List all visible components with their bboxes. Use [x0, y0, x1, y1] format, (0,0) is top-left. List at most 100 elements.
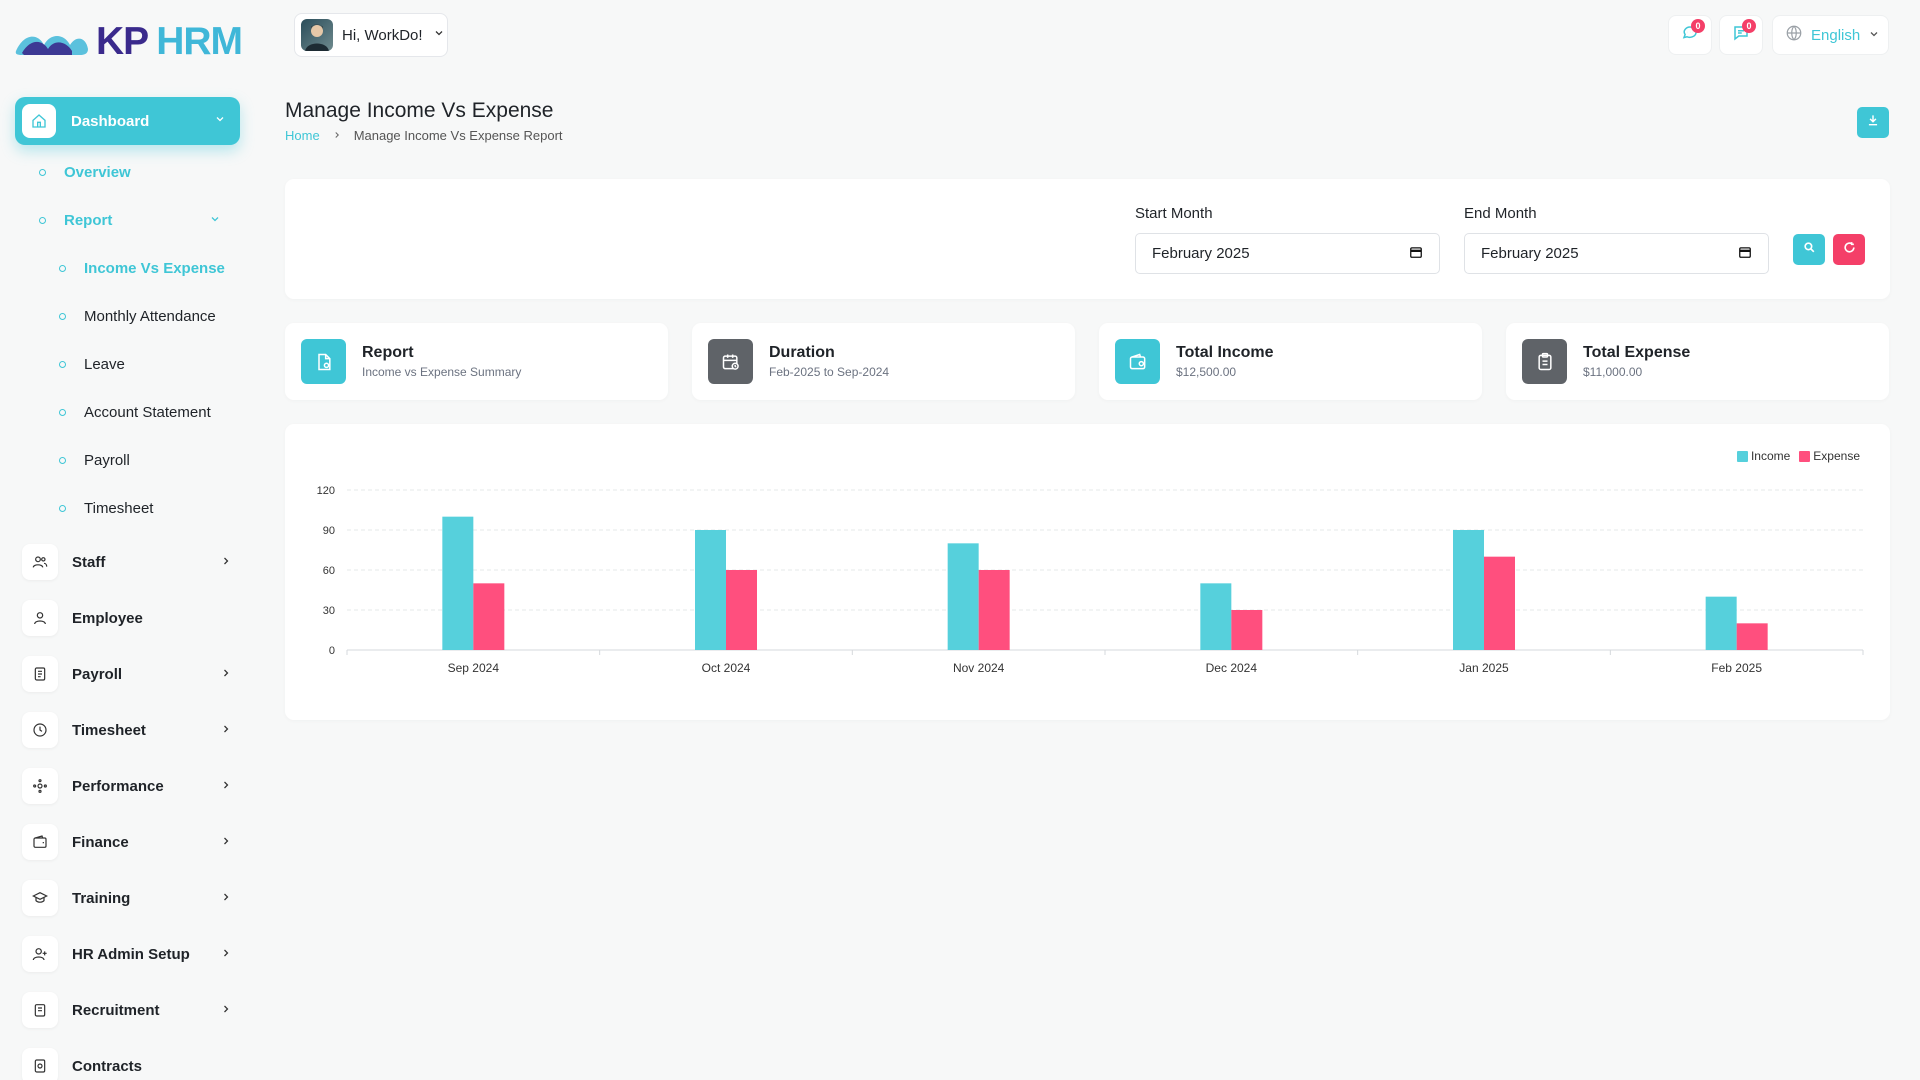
start-month-label: Start Month: [1135, 205, 1213, 222]
end-month-input[interactable]: February 2025: [1464, 233, 1769, 274]
sidebar-item-label: Timesheet: [72, 721, 146, 739]
download-button[interactable]: [1857, 107, 1889, 138]
chevron-right-icon: [332, 128, 342, 143]
x-tick-label: Nov 2024: [953, 661, 1005, 675]
calendar-icon[interactable]: [1409, 245, 1423, 263]
language-selector[interactable]: English: [1772, 15, 1889, 55]
breadcrumb-home[interactable]: Home: [285, 128, 320, 143]
bullet-icon: [59, 409, 66, 416]
stat-card-duration: Duration Feb-2025 to Sep-2024: [692, 323, 1075, 400]
chevron-down-icon: [214, 112, 226, 130]
bullet-icon: [59, 313, 66, 320]
sidebar-sub-account-statement[interactable]: Account Statement: [59, 404, 211, 421]
stat-subtitle: Income vs Expense Summary: [362, 365, 522, 379]
graduation-cap-icon: [22, 880, 58, 916]
breadcrumb: Home Manage Income Vs Expense Report: [285, 128, 563, 143]
bullet-icon: [59, 505, 66, 512]
chevron-right-icon: [220, 946, 232, 963]
sidebar-item-label: Staff: [72, 553, 106, 571]
stat-card-total-income: Total Income $12,500.00: [1099, 323, 1482, 400]
legend-item-income[interactable]: Income: [1736, 449, 1791, 463]
brand-kp: KP: [96, 20, 149, 63]
y-tick-label: 0: [329, 645, 335, 657]
wallet-icon: [22, 824, 58, 860]
stat-title: Duration: [769, 344, 835, 361]
refresh-icon: [1843, 241, 1856, 259]
messages-button[interactable]: 0: [1668, 15, 1712, 55]
notifications-button[interactable]: 0: [1719, 15, 1763, 55]
chevron-down-icon: [1868, 27, 1880, 44]
sidebar-item-timesheet[interactable]: Timesheet: [22, 711, 232, 749]
bar-expense: [1484, 556, 1515, 650]
stat-subtitle: $12,500.00: [1176, 365, 1237, 379]
legend-item-expense[interactable]: Expense: [1799, 449, 1860, 463]
receipt-icon: [22, 656, 58, 692]
sidebar: KP HRM Dashboard Overview Report Income …: [0, 0, 255, 1080]
avatar: [301, 19, 333, 51]
sidebar-sub-label: Overview: [64, 164, 131, 181]
start-month-value: February 2025: [1152, 245, 1250, 262]
bar-expense: [726, 570, 757, 650]
sidebar-item-recruitment[interactable]: Recruitment: [22, 991, 232, 1029]
reset-button[interactable]: [1833, 234, 1865, 265]
filter-card: Start Month February 2025 End Month Febr…: [285, 179, 1890, 299]
sidebar-sub-label: Leave: [84, 356, 125, 373]
sidebar-item-payroll[interactable]: Payroll: [22, 655, 232, 693]
bar-chart: 0 30 60 90 120 Sep 2024 Oct 2024 Nov 2024 Dec 20…: [317, 485, 1864, 675]
sidebar-sub-monthly-attendance[interactable]: Monthly Attendance: [59, 308, 216, 325]
sidebar-sub-report[interactable]: Report: [39, 212, 229, 229]
chevron-right-icon: [220, 1002, 232, 1019]
sidebar-item-label: HR Admin Setup: [72, 945, 190, 963]
brand-hrm: HRM: [156, 20, 243, 63]
download-icon: [1866, 113, 1880, 132]
sidebar-item-finance[interactable]: Finance: [22, 823, 232, 861]
contract-icon: [22, 1048, 58, 1080]
brand-logo[interactable]: KP HRM: [14, 20, 243, 64]
user-icon: [22, 600, 58, 636]
sidebar-item-label: Performance: [72, 777, 164, 795]
sidebar-sub-payroll[interactable]: Payroll: [59, 452, 130, 469]
end-month-label: End Month: [1464, 205, 1537, 222]
bullet-icon: [59, 265, 66, 272]
sidebar-sub-income-vs-expense[interactable]: Income Vs Expense: [59, 260, 225, 277]
sidebar-sub-label: Payroll: [84, 452, 130, 469]
sidebar-sub-leave[interactable]: Leave: [59, 356, 125, 373]
stat-title: Report: [362, 344, 414, 361]
sidebar-sub-label: Income Vs Expense: [84, 260, 225, 277]
sidebar-item-label: Training: [72, 889, 131, 907]
y-tick-label: 120: [317, 485, 335, 497]
x-tick-label: Oct 2024: [702, 661, 751, 675]
file-report-icon: [301, 339, 346, 384]
bar-expense: [978, 570, 1010, 650]
bar-income: [947, 543, 979, 650]
page-title: Manage Income Vs Expense: [285, 99, 554, 122]
sidebar-item-label: Recruitment: [72, 1001, 160, 1019]
legend-label: Income: [1750, 449, 1791, 463]
search-button[interactable]: [1793, 234, 1825, 265]
start-month-input[interactable]: February 2025: [1135, 233, 1440, 274]
bar-income: [695, 530, 726, 650]
chart-legend: Income Expense: [1728, 449, 1860, 463]
sidebar-item-label: Payroll: [72, 665, 123, 683]
sidebar-item-label: Contracts: [72, 1057, 143, 1075]
sidebar-item-training[interactable]: Training: [22, 879, 232, 917]
bullet-icon: [59, 361, 66, 368]
user-menu[interactable]: Hi, WorkDo!: [294, 13, 448, 57]
legend-swatch: [1736, 450, 1748, 462]
bullet-icon: [39, 217, 46, 224]
sidebar-item-performance[interactable]: Performance: [22, 767, 232, 805]
sidebar-item-contracts[interactable]: Contracts: [22, 1047, 232, 1080]
sidebar-item-employee[interactable]: Employee: [22, 599, 232, 637]
home-icon: [22, 104, 56, 138]
calendar-icon: [708, 339, 753, 384]
sidebar-sub-timesheet[interactable]: Timesheet: [59, 500, 153, 517]
sidebar-item-hr-admin-setup[interactable]: HR Admin Setup: [22, 935, 232, 973]
sidebar-item-dashboard[interactable]: Dashboard: [15, 97, 240, 145]
sidebar-item-staff[interactable]: Staff: [22, 543, 232, 581]
calendar-icon[interactable]: [1738, 245, 1752, 263]
stat-title: Total Income: [1176, 344, 1274, 361]
clipboard-icon: [22, 992, 58, 1028]
sidebar-item-label: Dashboard: [71, 112, 150, 130]
bar-income: [1200, 583, 1232, 650]
sidebar-sub-overview[interactable]: Overview: [39, 164, 131, 181]
